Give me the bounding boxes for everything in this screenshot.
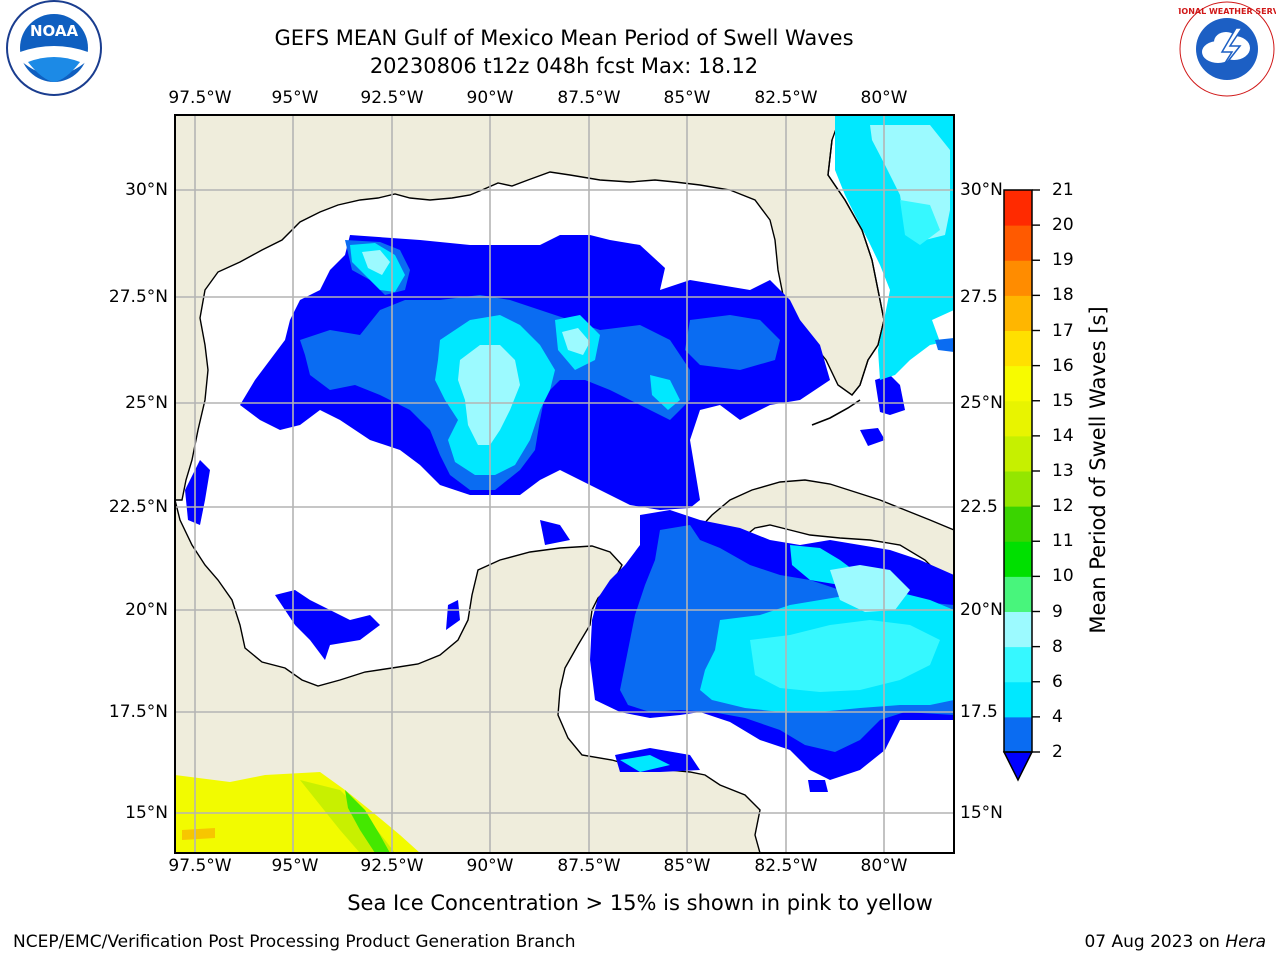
- colorbar-tick-label: 15: [1052, 390, 1074, 411]
- lon-label-top: 92.5°W: [360, 88, 424, 108]
- nws-logo: NATIONAL WEATHER SERVICE: [1161, 0, 1280, 98]
- colorbar-tick-label: 14: [1052, 425, 1074, 446]
- land-florida-keys: [811, 399, 861, 426]
- colorbar-segment: [1004, 330, 1032, 367]
- colorbar-tick-label: 4: [1052, 706, 1063, 727]
- lon-label-bottom: 97.5°W: [168, 856, 232, 876]
- noaa-logo: NOAA: [6, 0, 102, 96]
- colorbar-tick-label: 8: [1052, 636, 1063, 657]
- lon-label-top: 95°W: [271, 88, 319, 108]
- colorbar-segment: [1004, 506, 1032, 542]
- colorbar-segment: [1004, 365, 1032, 402]
- colorbar-segment: [1004, 435, 1032, 472]
- footer-credit: NCEP/EMC/Verification Post Processing Pr…: [13, 932, 576, 952]
- colorbar-segment: [1004, 646, 1032, 683]
- lon-label-bottom: 85°W: [663, 856, 711, 876]
- lat-label-right: 15°N: [960, 803, 1003, 823]
- lon-label-bottom: 90°W: [466, 856, 514, 876]
- lat-label-right: 20°N: [960, 600, 1003, 620]
- lon-label-top: 85°W: [663, 88, 711, 108]
- colorbar-segment: [1004, 681, 1032, 718]
- lon-label-bottom: 87.5°W: [557, 856, 621, 876]
- lat-label-right: 17.5: [960, 702, 998, 722]
- svg-text:NOAA: NOAA: [30, 22, 79, 40]
- colorbar-segment: [1004, 260, 1032, 296]
- colorbar-tick-label: 11: [1052, 531, 1074, 552]
- colorbar-tick-label: 10: [1052, 566, 1074, 587]
- footer-machine: Hera: [1225, 932, 1266, 952]
- lat-label-left: 22.5°N: [108, 497, 168, 517]
- footer-date-text: 07 Aug 2023 on: [1084, 932, 1226, 952]
- colorbar-segment: [1004, 471, 1032, 507]
- chart-subtitle: 20230806 t12z 048h fcst Max: 18.12: [369, 54, 759, 78]
- lat-label-left: 30°N: [125, 180, 168, 200]
- lon-label-bottom: 92.5°W: [360, 856, 424, 876]
- sea-ice-note: Sea Ice Concentration > 15% is shown in …: [347, 891, 933, 915]
- lon-label-bottom: 82.5°W: [754, 856, 818, 876]
- colorbar-title: Mean Period of Swell Waves [s]: [1086, 306, 1110, 634]
- colorbar-tick-label: 12: [1052, 496, 1074, 517]
- lat-label-right: 30°N: [960, 180, 1003, 200]
- colorbar-tick-label: 13: [1052, 461, 1074, 481]
- map-frame: [174, 114, 955, 854]
- colorbar-segment: [1004, 716, 1032, 753]
- colorbar-tick-label: 18: [1052, 285, 1074, 306]
- colorbar-segment: [1004, 190, 1032, 226]
- lon-label-top: 97.5°W: [168, 88, 232, 108]
- colorbar-segment: [1004, 400, 1032, 437]
- colorbar-segment: [1004, 225, 1032, 261]
- footer-date: 07 Aug 2023 on Hera: [1084, 932, 1266, 952]
- colorbar-tick-label: 21: [1052, 180, 1074, 200]
- colorbar-tick-label: 19: [1052, 250, 1074, 271]
- colorbar-tick-label: 9: [1052, 601, 1063, 622]
- colorbar-tick-label: 16: [1052, 355, 1074, 376]
- colorbar-segment: [1004, 611, 1032, 648]
- lon-label-top: 90°W: [466, 88, 514, 108]
- lat-label-left: 17.5°N: [108, 702, 168, 722]
- colorbar-segment: [1004, 541, 1032, 577]
- lat-label-left: 20°N: [125, 600, 168, 620]
- colorbar-extend-arrow: [1002, 751, 1034, 782]
- lon-label-top: 80°W: [860, 88, 908, 108]
- colorbar-tick-label: 20: [1052, 215, 1074, 236]
- lon-label-bottom: 95°W: [271, 856, 319, 876]
- lat-label-right: 25°N: [960, 393, 1003, 413]
- graticule: [175, 115, 954, 853]
- lat-label-left: 25°N: [125, 393, 168, 413]
- lat-label-right: 22.5: [960, 497, 998, 517]
- lon-label-bottom: 80°W: [860, 856, 908, 876]
- colorbar-tick-label: 2: [1052, 742, 1063, 762]
- lon-label-top: 82.5°W: [754, 88, 818, 108]
- lat-label-left: 27.5°N: [108, 287, 168, 307]
- chart-title: GEFS MEAN Gulf of Mexico Mean Period of …: [274, 26, 854, 50]
- lat-label-left: 15°N: [125, 803, 168, 823]
- colorbar-tick-label: 17: [1052, 320, 1074, 341]
- land-mexico: [175, 499, 761, 853]
- colorbar-segment: [1004, 295, 1032, 331]
- lat-label-right: 27.5: [960, 287, 998, 307]
- colorbar: [1002, 189, 1040, 782]
- colorbar-tick-label: 6: [1052, 671, 1063, 692]
- colorbar-segment: [1004, 576, 1032, 612]
- lon-label-top: 87.5°W: [557, 88, 621, 108]
- svg-text:NATIONAL WEATHER SERVICE: NATIONAL WEATHER SERVICE: [1178, 7, 1276, 16]
